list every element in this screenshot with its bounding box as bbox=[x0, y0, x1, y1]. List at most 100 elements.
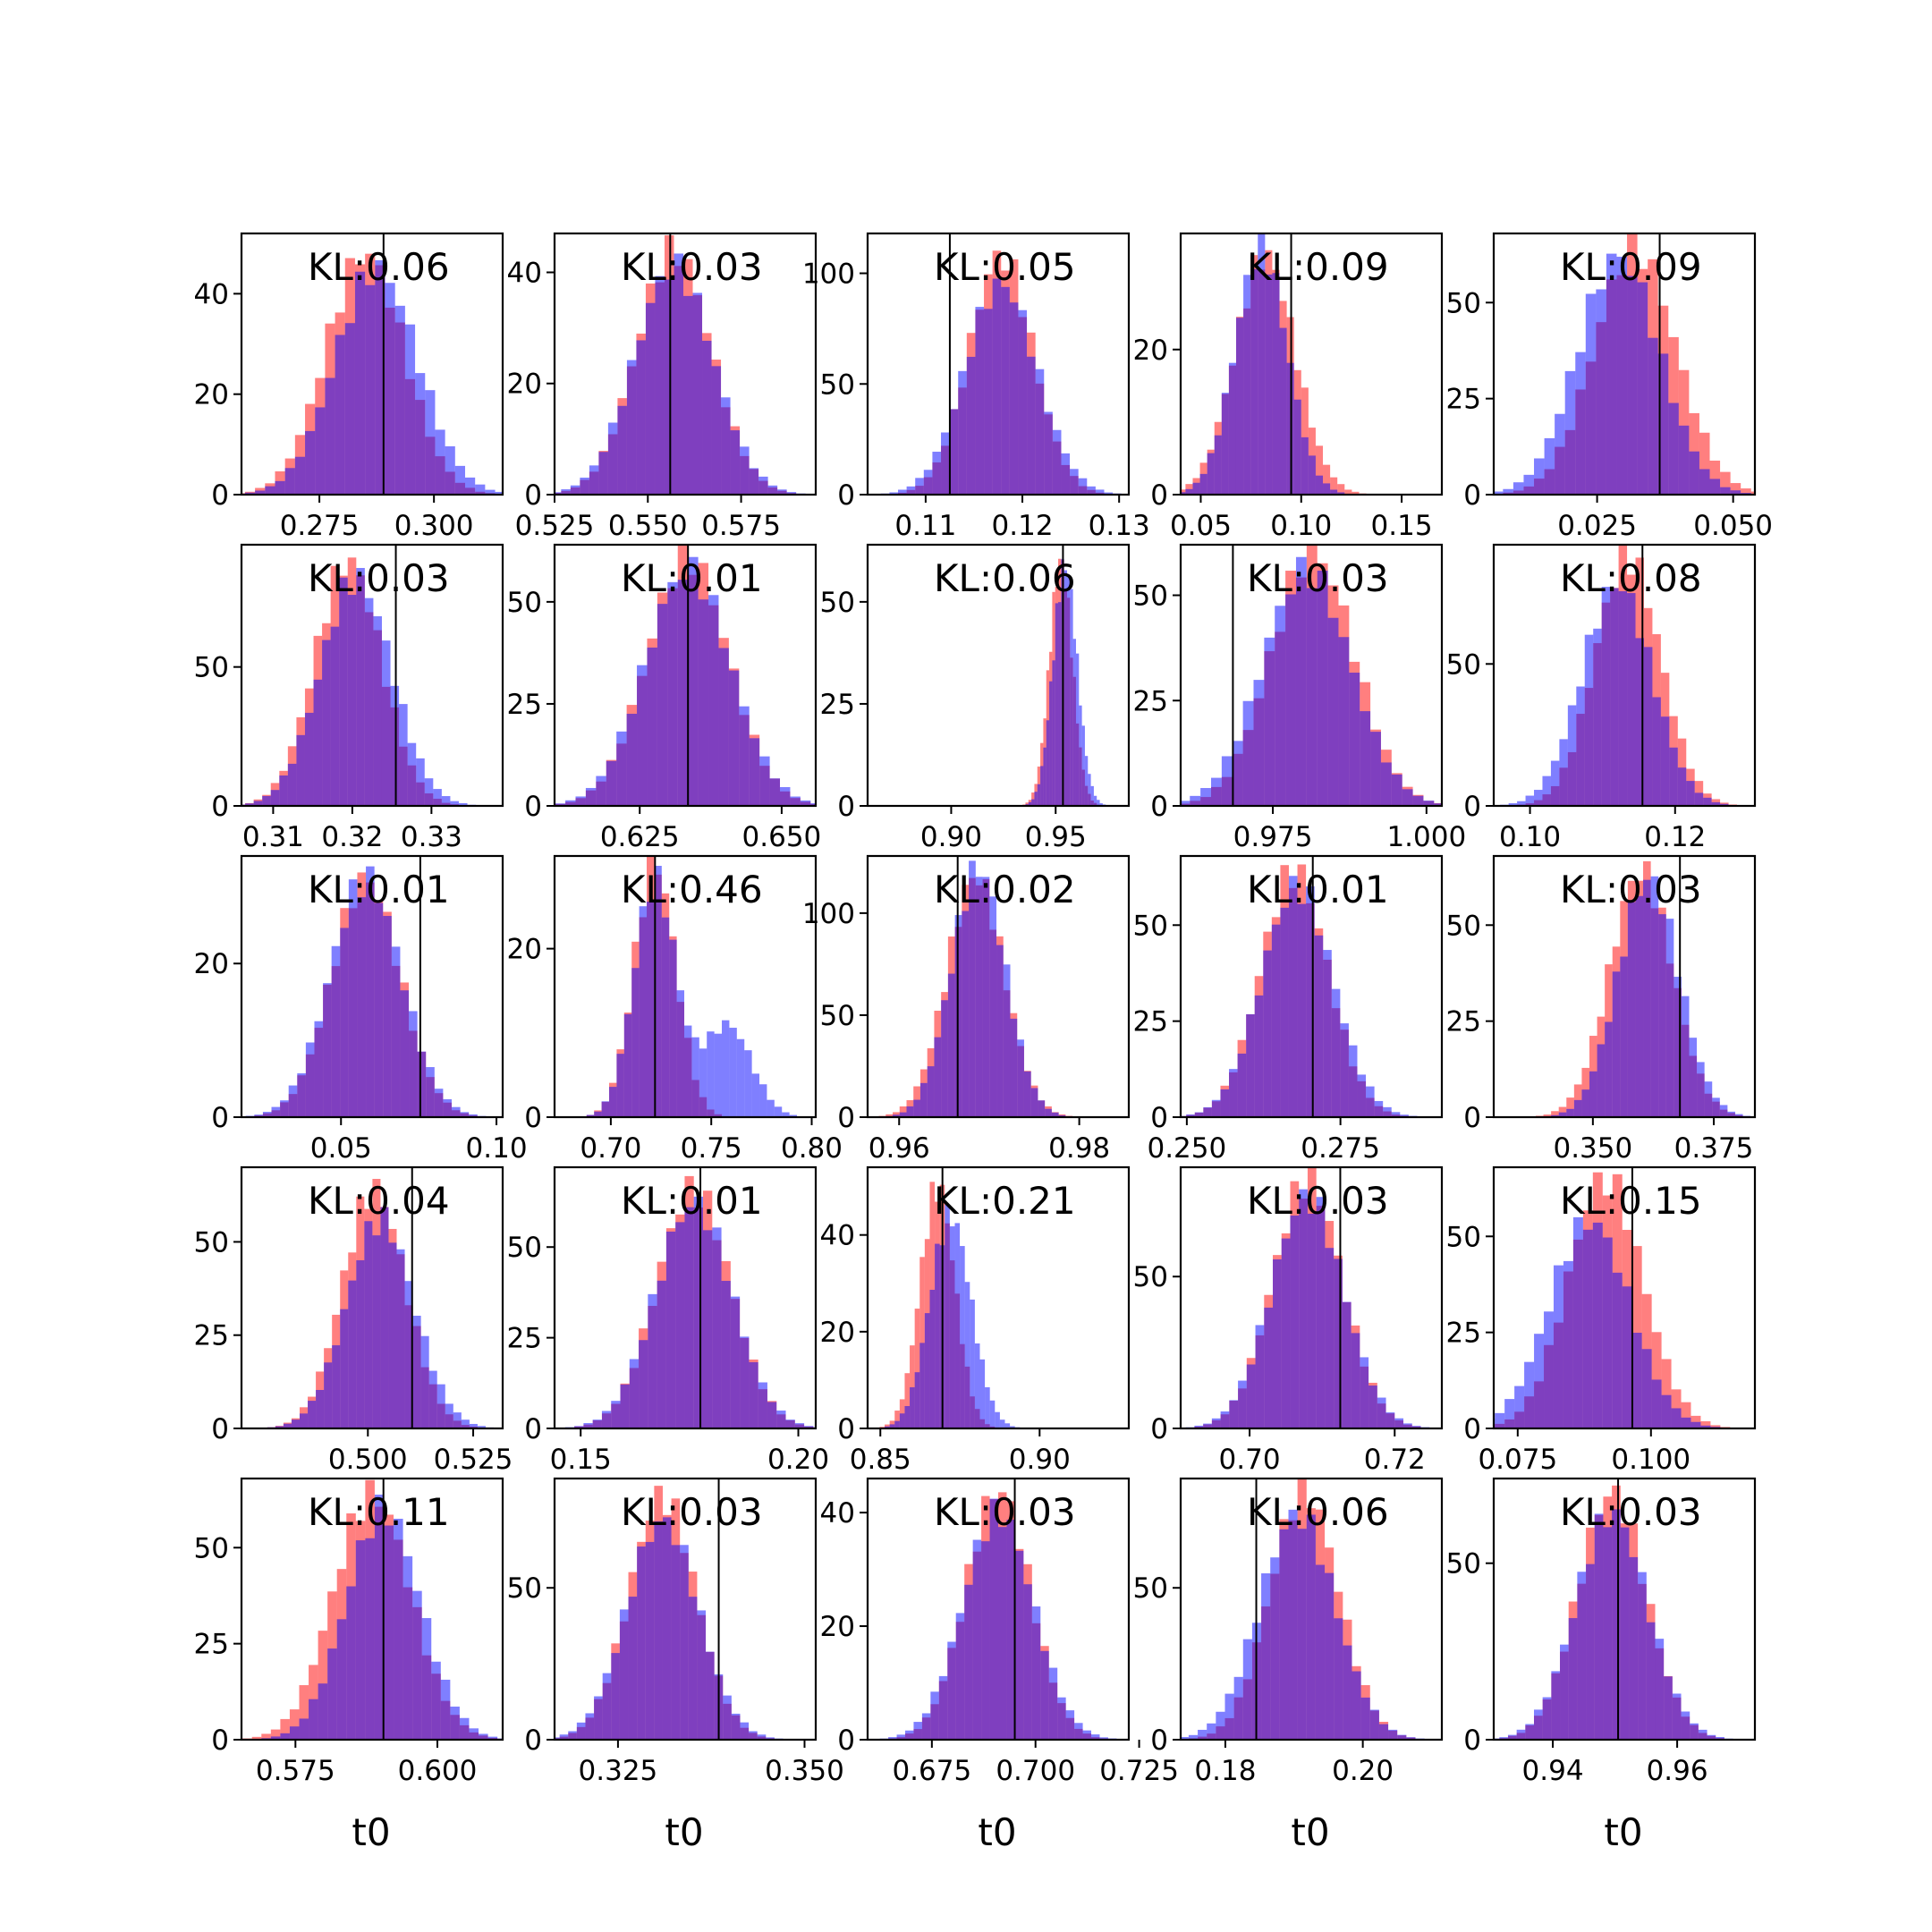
blue-histogram-bar bbox=[906, 1106, 914, 1117]
red-histogram-bar bbox=[270, 1729, 281, 1740]
axes-frame bbox=[240, 1477, 504, 1741]
blue-histogram-bar bbox=[356, 1260, 365, 1428]
blue-histogram-bar bbox=[1099, 1737, 1108, 1740]
kl-annotation: KL:0.03 bbox=[1560, 868, 1702, 911]
blue-histogram-bar bbox=[919, 1082, 928, 1117]
blue-histogram-bar bbox=[1566, 1108, 1574, 1117]
blue-histogram-bar bbox=[1648, 337, 1658, 495]
blue-histogram-bar bbox=[1603, 1527, 1613, 1740]
histogram-bars bbox=[1494, 545, 1746, 806]
blue-histogram-bar bbox=[1672, 1693, 1682, 1740]
y-tick-label: 100 bbox=[802, 258, 855, 291]
blue-histogram-bar bbox=[288, 1085, 298, 1117]
kl-annotation: KL:0.03 bbox=[1247, 1179, 1389, 1223]
blue-histogram-bar bbox=[394, 305, 405, 495]
blue-histogram-bar bbox=[1181, 492, 1186, 495]
blue-histogram-bar bbox=[327, 1648, 337, 1740]
x-tick-label: 0.98 bbox=[1048, 1132, 1110, 1165]
x-tick-label: 0.96 bbox=[869, 1132, 930, 1165]
blue-histogram-bar bbox=[1330, 489, 1338, 495]
axes-frame bbox=[1492, 1165, 1757, 1430]
blue-histogram-bar bbox=[1577, 1572, 1587, 1740]
subplot-1-3: 0 25 50 0.975 1.000 KL:0.03 bbox=[1133, 543, 1466, 853]
axes-frame bbox=[553, 1477, 818, 1741]
y-tick-label: 20 bbox=[820, 1317, 855, 1349]
red-histogram-bar bbox=[904, 1373, 911, 1428]
blue-histogram-bar bbox=[1553, 1265, 1563, 1428]
blue-histogram-bar bbox=[984, 309, 993, 495]
y-tick-label: 0 bbox=[1150, 479, 1168, 512]
blue-histogram-bar bbox=[1233, 1676, 1243, 1740]
blue-histogram-bar bbox=[1601, 587, 1611, 806]
blue-histogram-bar bbox=[443, 1098, 452, 1117]
blue-histogram-bar bbox=[1594, 1513, 1604, 1740]
y-tick-label: 0 bbox=[524, 479, 542, 512]
blue-histogram-bar bbox=[1719, 1105, 1728, 1117]
red-histogram-bar bbox=[821, 805, 831, 806]
subplot-3-2: 0 20 40 0.85 0.90 KL:0.21 bbox=[820, 1165, 1131, 1476]
blue-histogram-bar bbox=[1185, 488, 1193, 495]
blue-histogram-bar bbox=[1694, 792, 1704, 806]
subplot-0-4: 0 25 50 0.025 0.050 KL:0.09 bbox=[1446, 232, 1773, 542]
blue-histogram-bar bbox=[1288, 1509, 1298, 1740]
blue-histogram-bar bbox=[1058, 602, 1062, 806]
x-tick-label: 0.525 bbox=[434, 1444, 513, 1476]
blue-histogram-bar bbox=[655, 275, 665, 495]
blue-histogram-bar bbox=[623, 1013, 632, 1117]
y-tick-label: 0 bbox=[1150, 1724, 1168, 1757]
blue-histogram-bar bbox=[1097, 800, 1100, 806]
blue-histogram-bar bbox=[1368, 1385, 1377, 1428]
blue-histogram-bar bbox=[1065, 1710, 1075, 1740]
blue-histogram-bar bbox=[1542, 1697, 1552, 1740]
blue-histogram-bar bbox=[1348, 1045, 1358, 1117]
blue-histogram-bar bbox=[941, 1000, 948, 1117]
blue-histogram-bar bbox=[436, 1384, 445, 1428]
red-histogram-bar bbox=[1741, 488, 1751, 495]
blue-histogram-bar bbox=[400, 990, 410, 1117]
blue-histogram-bar bbox=[915, 478, 924, 495]
x-tick-label: 0.975 bbox=[1233, 821, 1313, 853]
blue-histogram-bar bbox=[1067, 577, 1071, 806]
x-tick-label: 1.000 bbox=[1386, 821, 1466, 853]
blue-histogram-bar bbox=[1317, 571, 1328, 806]
blue-histogram-bar bbox=[402, 1555, 413, 1740]
blue-histogram-bar bbox=[309, 1699, 318, 1740]
blue-histogram-bar bbox=[428, 1370, 437, 1428]
blue-histogram-bar bbox=[1650, 876, 1659, 1117]
blue-histogram-bar bbox=[1658, 914, 1666, 1117]
blue-histogram-bar bbox=[1301, 436, 1309, 495]
blue-histogram-bar bbox=[740, 1722, 750, 1740]
blue-histogram-bar bbox=[1494, 491, 1504, 495]
blue-histogram-bar bbox=[1203, 1423, 1212, 1428]
blue-histogram-bar bbox=[1550, 760, 1560, 806]
blue-histogram-bar bbox=[1377, 1397, 1386, 1428]
blue-histogram-bar bbox=[391, 946, 401, 1117]
blue-histogram-bar bbox=[749, 738, 760, 806]
blue-histogram-bar bbox=[383, 916, 392, 1117]
blue-histogram-bar bbox=[1181, 1737, 1189, 1740]
kl-annotation: KL:0.03 bbox=[934, 1490, 1076, 1534]
blue-histogram-bar bbox=[1412, 795, 1424, 806]
blue-histogram-bar bbox=[611, 1653, 620, 1740]
axes-frame bbox=[866, 232, 1131, 496]
blue-histogram-bar bbox=[899, 1413, 905, 1428]
y-tick-label: 50 bbox=[194, 652, 229, 684]
blue-histogram-bar bbox=[1095, 489, 1105, 495]
blue-histogram-bar bbox=[1711, 801, 1721, 806]
blue-histogram-bar bbox=[740, 1336, 750, 1428]
blue-histogram-bar bbox=[1181, 801, 1191, 806]
blue-histogram-bar bbox=[899, 1112, 907, 1117]
x-tick-label: 0.275 bbox=[280, 510, 360, 542]
blue-histogram-bar bbox=[1411, 1426, 1421, 1428]
x-axis-label: t0 bbox=[352, 1810, 390, 1854]
kl-annotation: KL:0.06 bbox=[1247, 1490, 1389, 1534]
blue-histogram-bar bbox=[1327, 617, 1339, 806]
blue-histogram-bar bbox=[947, 973, 955, 1117]
red-histogram-bar bbox=[1330, 477, 1338, 495]
y-tick-label: 0 bbox=[1150, 1102, 1168, 1134]
x-tick-label: 0.300 bbox=[394, 510, 474, 542]
kl-annotation: KL:0.03 bbox=[621, 1490, 763, 1534]
blue-histogram-bar bbox=[893, 1114, 900, 1117]
histogram-bars bbox=[1535, 860, 1751, 1117]
x-tick-label: 0.80 bbox=[781, 1132, 843, 1165]
